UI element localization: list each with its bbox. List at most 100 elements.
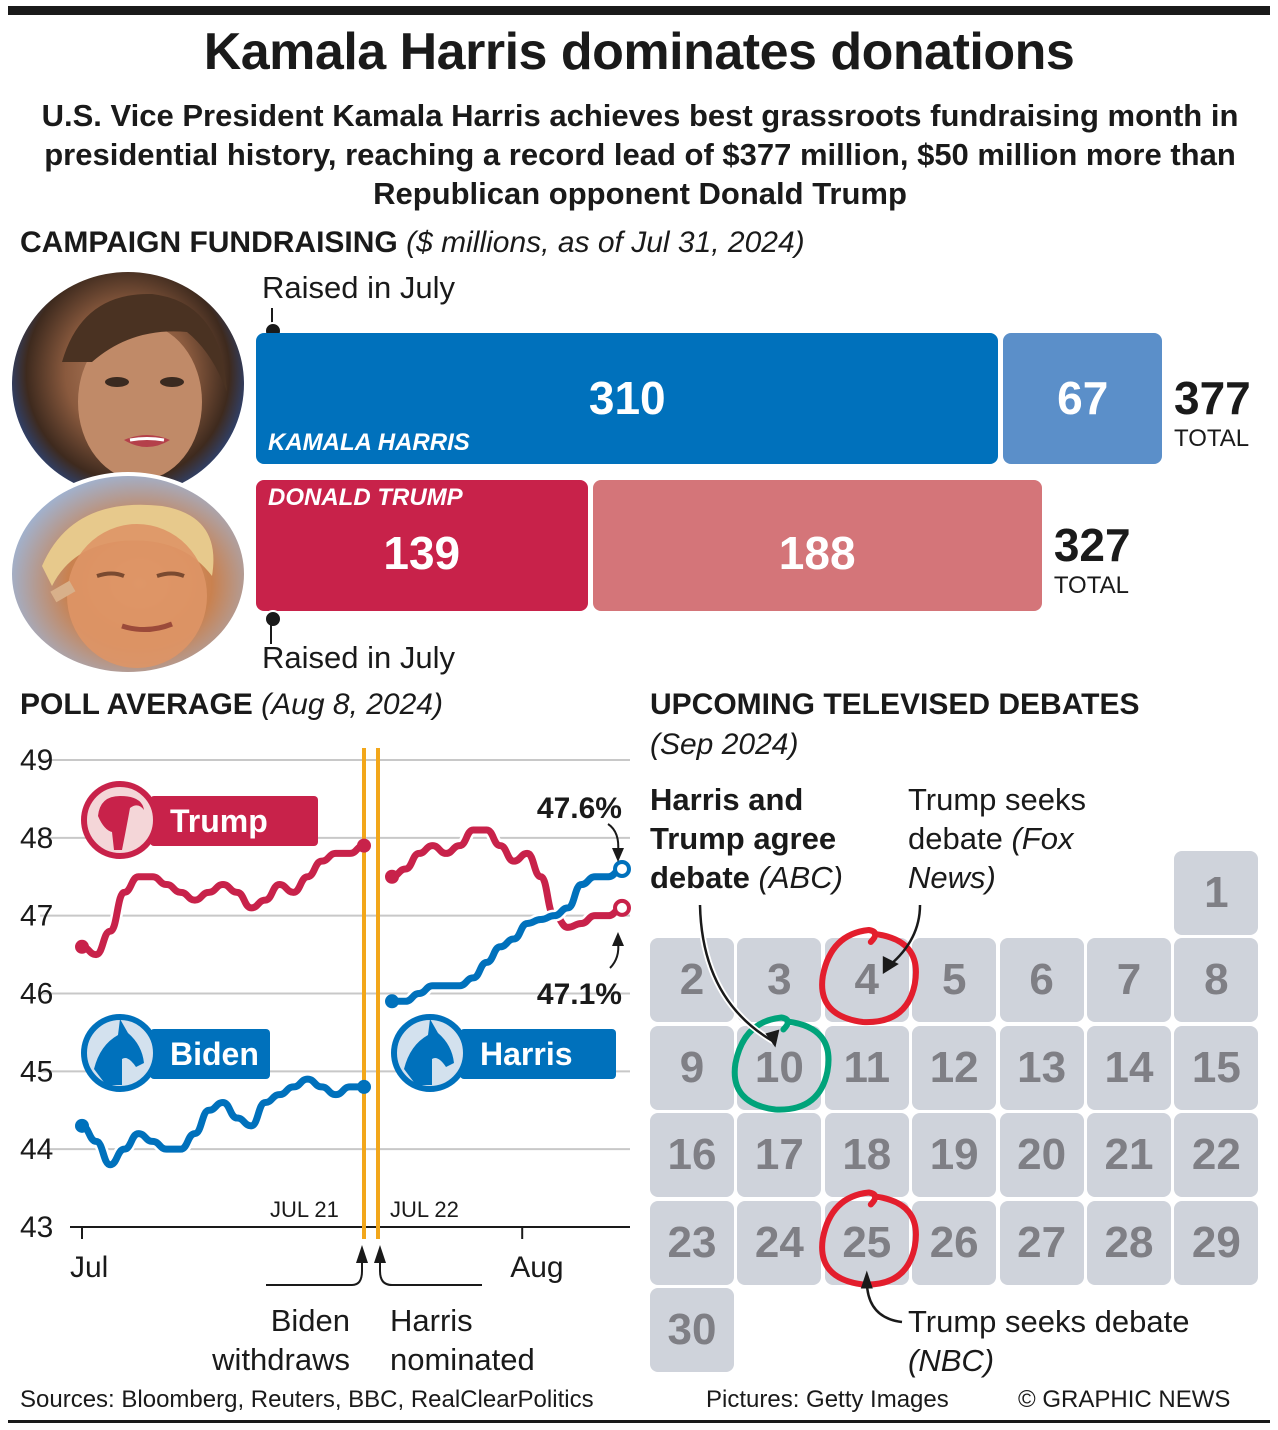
end-label-trump: 47.1% bbox=[537, 978, 622, 1011]
calendar-day-number: 11 bbox=[843, 1042, 891, 1092]
fox-network-2: News) bbox=[908, 860, 996, 895]
fundraising-heading-text: CAMPAIGN FUNDRAISING bbox=[20, 226, 398, 259]
y-tick-label: 48 bbox=[20, 822, 53, 855]
total-label: TOTAL bbox=[1053, 572, 1129, 599]
x-tick-label: Jul bbox=[70, 1251, 108, 1284]
arrowhead-icon bbox=[612, 932, 624, 946]
donkey-shape bbox=[404, 1019, 454, 1085]
abc-note: Harris and Trump agree debate (ABC) bbox=[650, 780, 843, 897]
nbc-note-line1: Trump seeks debate bbox=[908, 1304, 1190, 1339]
calendar-day-number: 4 bbox=[854, 955, 880, 1004]
event-leader bbox=[266, 1255, 363, 1286]
poll-heading-text: POLL AVERAGE bbox=[20, 688, 253, 721]
harris-badge bbox=[460, 1029, 616, 1079]
calendar-day-number: 15 bbox=[1191, 1042, 1241, 1092]
top-rule bbox=[8, 6, 1270, 15]
calendar-day-12: 12 bbox=[912, 1025, 997, 1110]
donkey-shape bbox=[94, 1019, 144, 1085]
bottom-rule bbox=[8, 1420, 1270, 1423]
calendar-day-13: 13 bbox=[999, 1025, 1084, 1110]
trump-badge-label: Trump bbox=[170, 803, 268, 839]
calendar-day-number: 14 bbox=[1104, 1042, 1154, 1092]
poll-chart: 43 44 45 46 47 48 49 Jul Aug JUL 21 JUL 22 Biden wit… bbox=[20, 744, 631, 1377]
fox-network-1: (Fox bbox=[1011, 821, 1074, 856]
calendar-day-7: 7 bbox=[1087, 938, 1171, 1022]
calendar-day-25: 25 bbox=[824, 1200, 909, 1285]
calendar-day-number: 28 bbox=[1104, 1217, 1154, 1267]
calendar-day-number: 10 bbox=[754, 1042, 804, 1092]
event-date-label: JUL 22 bbox=[390, 1197, 459, 1222]
y-tick-label: 46 bbox=[20, 978, 53, 1011]
debates-heading: UPCOMING TELEVISED DEBATES bbox=[650, 688, 1140, 721]
calendar-day-number: 25 bbox=[842, 1217, 892, 1267]
poll-heading: POLL AVERAGE (Aug 8, 2024) bbox=[20, 688, 443, 722]
calendar-day-number: 18 bbox=[842, 1130, 892, 1179]
series-start-dot bbox=[75, 939, 89, 954]
series-end-dot bbox=[357, 838, 371, 853]
candidate-name: DONALD TRUMP bbox=[268, 484, 463, 511]
copyright: © GRAPHIC NEWS bbox=[1018, 1386, 1231, 1413]
calendar-day-6: 6 bbox=[999, 938, 1084, 1022]
event-text: nominated bbox=[390, 1342, 535, 1377]
series-end-dot bbox=[357, 1079, 371, 1094]
trump-raised-pointer bbox=[270, 620, 272, 644]
calendar-day-number: 1 bbox=[1204, 867, 1229, 917]
harris-photo bbox=[8, 268, 248, 500]
calendar-day-number: 5 bbox=[941, 955, 967, 1004]
abc-note-line3: debate bbox=[650, 860, 750, 895]
calendar-day-27: 27 bbox=[999, 1200, 1084, 1285]
calendar-day-number: 20 bbox=[1017, 1130, 1067, 1179]
calendar-day-20: 20 bbox=[999, 1113, 1084, 1197]
calendar-day-22: 22 bbox=[1174, 1113, 1259, 1197]
calendar-day-number: 17 bbox=[754, 1130, 804, 1179]
fox-note-line1: Trump seeks bbox=[908, 782, 1087, 817]
calendar-day-number: 16 bbox=[667, 1130, 717, 1179]
bar-harris-other: 67 bbox=[1003, 333, 1162, 464]
calendar-day-21: 21 bbox=[1087, 1113, 1171, 1197]
calendar-day-18: 18 bbox=[824, 1113, 909, 1197]
series-start-dot bbox=[385, 869, 399, 884]
y-tick-label: 43 bbox=[20, 1211, 53, 1244]
bar-value-label: 310 bbox=[588, 372, 666, 424]
fox-note-line2: debate bbox=[908, 821, 1003, 856]
bar-value-label: 67 bbox=[1057, 372, 1109, 424]
bar-harris-july: 310 KAMALA HARRIS bbox=[256, 333, 999, 464]
event-leader bbox=[379, 1255, 482, 1286]
y-tick-label: 47 bbox=[20, 900, 53, 933]
abc-note-line1: Harris and bbox=[650, 782, 804, 817]
event-date-label: JUL 21 bbox=[270, 1197, 339, 1222]
trump-raised-label: Raised in July bbox=[262, 640, 455, 675]
calendar-day-4: 4 bbox=[824, 938, 909, 1022]
calendar-day-23: 23 bbox=[650, 1200, 734, 1285]
pictures-credit: Pictures: Getty Images bbox=[706, 1386, 949, 1413]
calendar-day-number: 26 bbox=[929, 1217, 979, 1267]
calendar-day-3: 3 bbox=[737, 938, 822, 1022]
event-text: withdraws bbox=[211, 1342, 350, 1377]
calendar-day-number: 13 bbox=[1017, 1042, 1067, 1092]
series-end-dot bbox=[613, 898, 631, 917]
calendar-day-9: 9 bbox=[650, 1025, 734, 1110]
bar-trump-july: 139 DONALD TRUMP bbox=[256, 480, 588, 611]
calendar-day-24: 24 bbox=[737, 1200, 822, 1285]
calendar-day-number: 8 bbox=[1204, 955, 1229, 1004]
arrowhead-icon bbox=[356, 1245, 368, 1263]
calendar-day-1: 1 bbox=[1174, 850, 1259, 935]
end-label-harris: 47.6% bbox=[537, 792, 622, 825]
calendar-day-number: 24 bbox=[754, 1217, 804, 1267]
calendar-day-number: 9 bbox=[679, 1042, 705, 1092]
y-tick-label: 44 bbox=[20, 1133, 53, 1166]
calendar-day-14: 14 bbox=[1087, 1025, 1171, 1110]
x-tick-label: Aug bbox=[510, 1251, 563, 1284]
trump-badge bbox=[150, 796, 318, 846]
biden-badge bbox=[150, 1029, 270, 1079]
event-text: Harris bbox=[390, 1303, 473, 1338]
debates-heading-note: (Sep 2024) bbox=[650, 728, 799, 761]
fundraising-bars: 310 KAMALA HARRIS 67 377 TOTAL 139 DONALD TRUM… bbox=[0, 0, 1278, 700]
calendar-day-number: 29 bbox=[1191, 1217, 1241, 1267]
calendar-day-10: 10 bbox=[737, 1025, 822, 1110]
harris-raised-pointer bbox=[271, 308, 273, 332]
page-title: Kamala Harris dominates donations bbox=[203, 23, 1075, 81]
calendar-day-number: 6 bbox=[1029, 955, 1054, 1004]
series-start-dot bbox=[385, 994, 399, 1009]
calendar-day-2: 2 bbox=[650, 938, 734, 1022]
